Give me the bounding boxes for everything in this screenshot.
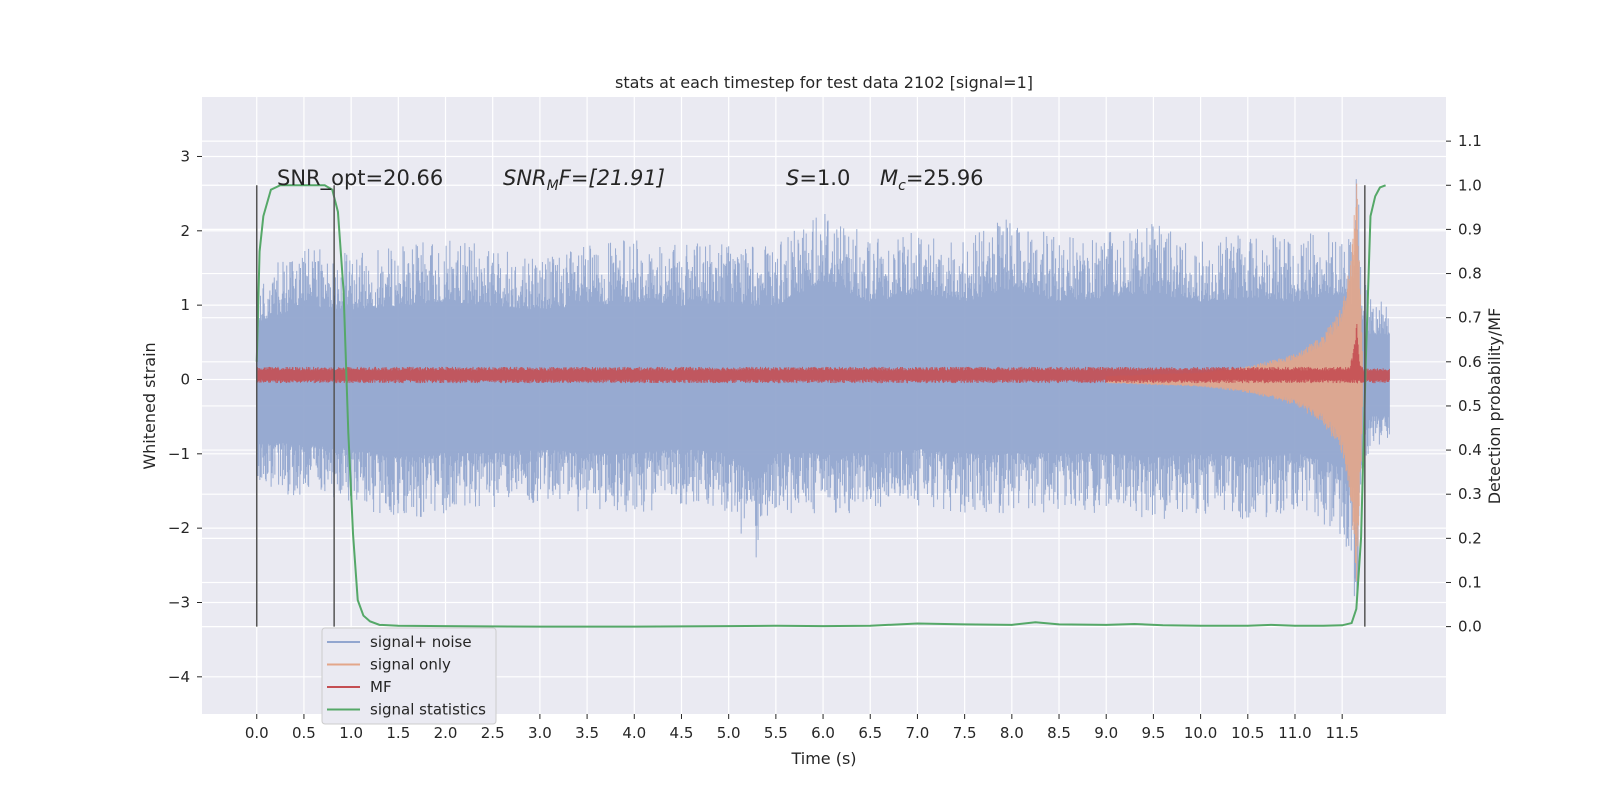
x-axis-label: Time (s): [790, 749, 856, 768]
x-tick-label: 11.5: [1325, 724, 1358, 742]
x-tick-label: 4.0: [622, 724, 646, 742]
legend-entry-signal-statistics: signal statistics: [327, 701, 486, 719]
x-tick-label: 5.0: [717, 724, 741, 742]
y2-tick-label: 0.1: [1458, 573, 1482, 591]
y-tick-label: 1: [180, 296, 190, 314]
y2-tick-label: 0.3: [1458, 485, 1482, 503]
y-tick-label: 0: [180, 370, 190, 388]
x-tick-label: 1.5: [386, 724, 410, 742]
annotation-s: S=1.0: [786, 166, 850, 190]
x-tick-label: 8.0: [1000, 724, 1024, 742]
x-tick-label: 1.0: [339, 724, 363, 742]
legend-entry-signal-only: signal only: [327, 656, 451, 674]
signal-statistics-line: [255, 184, 1386, 628]
vertical-markers: [255, 185, 1366, 627]
chart-title: stats at each timestep for test data 210…: [615, 73, 1033, 92]
annotation-snr-opt: SNR_opt=20.66: [277, 166, 443, 191]
y-axis-label: Whitened strain: [140, 342, 159, 469]
legend-entry-signal-noise: signal+ noise: [327, 633, 472, 651]
x-tick-label: 11.0: [1278, 724, 1311, 742]
x-tick-label: 2.0: [434, 724, 458, 742]
y2-tick-label: 0.7: [1458, 309, 1482, 327]
y-tick-label: 2: [180, 222, 190, 240]
y-tick-labels: 3 2 1 0 −1 −2 −3 −4: [168, 147, 202, 686]
y-tick-label: −2: [168, 519, 190, 537]
y2-tick-label: 0.5: [1458, 397, 1482, 415]
y2-tick-label: 0.2: [1458, 529, 1482, 547]
annotation-s-symbol: S: [786, 166, 799, 190]
x-tick-label: 0.0: [245, 724, 269, 742]
legend-label: MF: [370, 678, 392, 696]
legend-box: [321, 627, 497, 725]
x-tick-label: 7.5: [953, 724, 977, 742]
series-signal-statistics: [255, 184, 1386, 628]
annotation-snr-mf-value: F=[21.91]: [559, 166, 665, 190]
annotation-s-value: =1.0: [799, 166, 850, 190]
x-tick-label: 3.5: [575, 724, 599, 742]
legend-label: signal+ noise: [370, 633, 472, 651]
x-tick-label: 6.5: [858, 724, 882, 742]
legend-entry-mf: MF: [327, 678, 392, 696]
annotation-snr-mf: SNRMF=[21.91]: [503, 166, 665, 194]
y2-tick-label: 1.1: [1458, 132, 1482, 150]
y-tick-label: −3: [168, 593, 190, 611]
legend-label: signal only: [370, 656, 451, 674]
x-tick-label: 0.5: [292, 724, 316, 742]
annotation-snr-mf-symbol: SNR: [503, 166, 547, 190]
x-tick-labels: 0.0 0.5 1.0 1.5 2.0 2.5 3.0 3.5 4.0 4.5 5.0 5.5 6.0 6…: [245, 714, 1359, 742]
y-tick-label: −4: [168, 668, 190, 686]
y-tick-label: 3: [180, 147, 190, 165]
x-tick-label: 3.0: [528, 724, 552, 742]
x-tick-label: 9.5: [1141, 724, 1165, 742]
y2-tick-label: 0.8: [1458, 265, 1482, 283]
y2-tick-label: 0.0: [1458, 618, 1482, 636]
x-tick-label: 8.5: [1047, 724, 1071, 742]
x-tick-label: 10.0: [1184, 724, 1217, 742]
x-tick-label: 9.0: [1094, 724, 1118, 742]
y-tick-label: −1: [168, 445, 190, 463]
x-tick-label: 2.5: [481, 724, 505, 742]
annotation-snr-mf-subscript: M: [547, 178, 559, 194]
x-tick-label: 6.0: [811, 724, 835, 742]
x-tick-label: 10.5: [1231, 724, 1264, 742]
legend-label: signal statistics: [370, 701, 486, 719]
y2-tick-label: 0.6: [1458, 353, 1482, 371]
y2-tick-label: 1.0: [1458, 176, 1482, 194]
annotation-mc-symbol: M: [880, 166, 898, 190]
annotation-mc: Mc=25.96: [880, 166, 984, 194]
annotation-mc-subscript: c: [898, 178, 906, 194]
annotation-mc-value: =25.96: [906, 166, 984, 190]
y2-axis-label: Detection probability/MF: [1485, 308, 1504, 505]
legend-entries: signal+ noise signal only MF signal statist…: [327, 633, 486, 719]
y2-tick-label: 0.9: [1458, 220, 1482, 238]
x-tick-label: 7.0: [906, 724, 930, 742]
x-tick-label: 4.5: [670, 724, 694, 742]
y2-tick-labels: 1.1 1.0 0.9 0.8 0.7 0.6 0.5 0.4 0.3 0.2 0.1 0.0: [1446, 132, 1482, 636]
x-tick-label: 5.5: [764, 724, 788, 742]
y2-tick-label: 0.4: [1458, 441, 1482, 459]
legend: signal+ noise signal only MF signal statist…: [321, 627, 497, 725]
